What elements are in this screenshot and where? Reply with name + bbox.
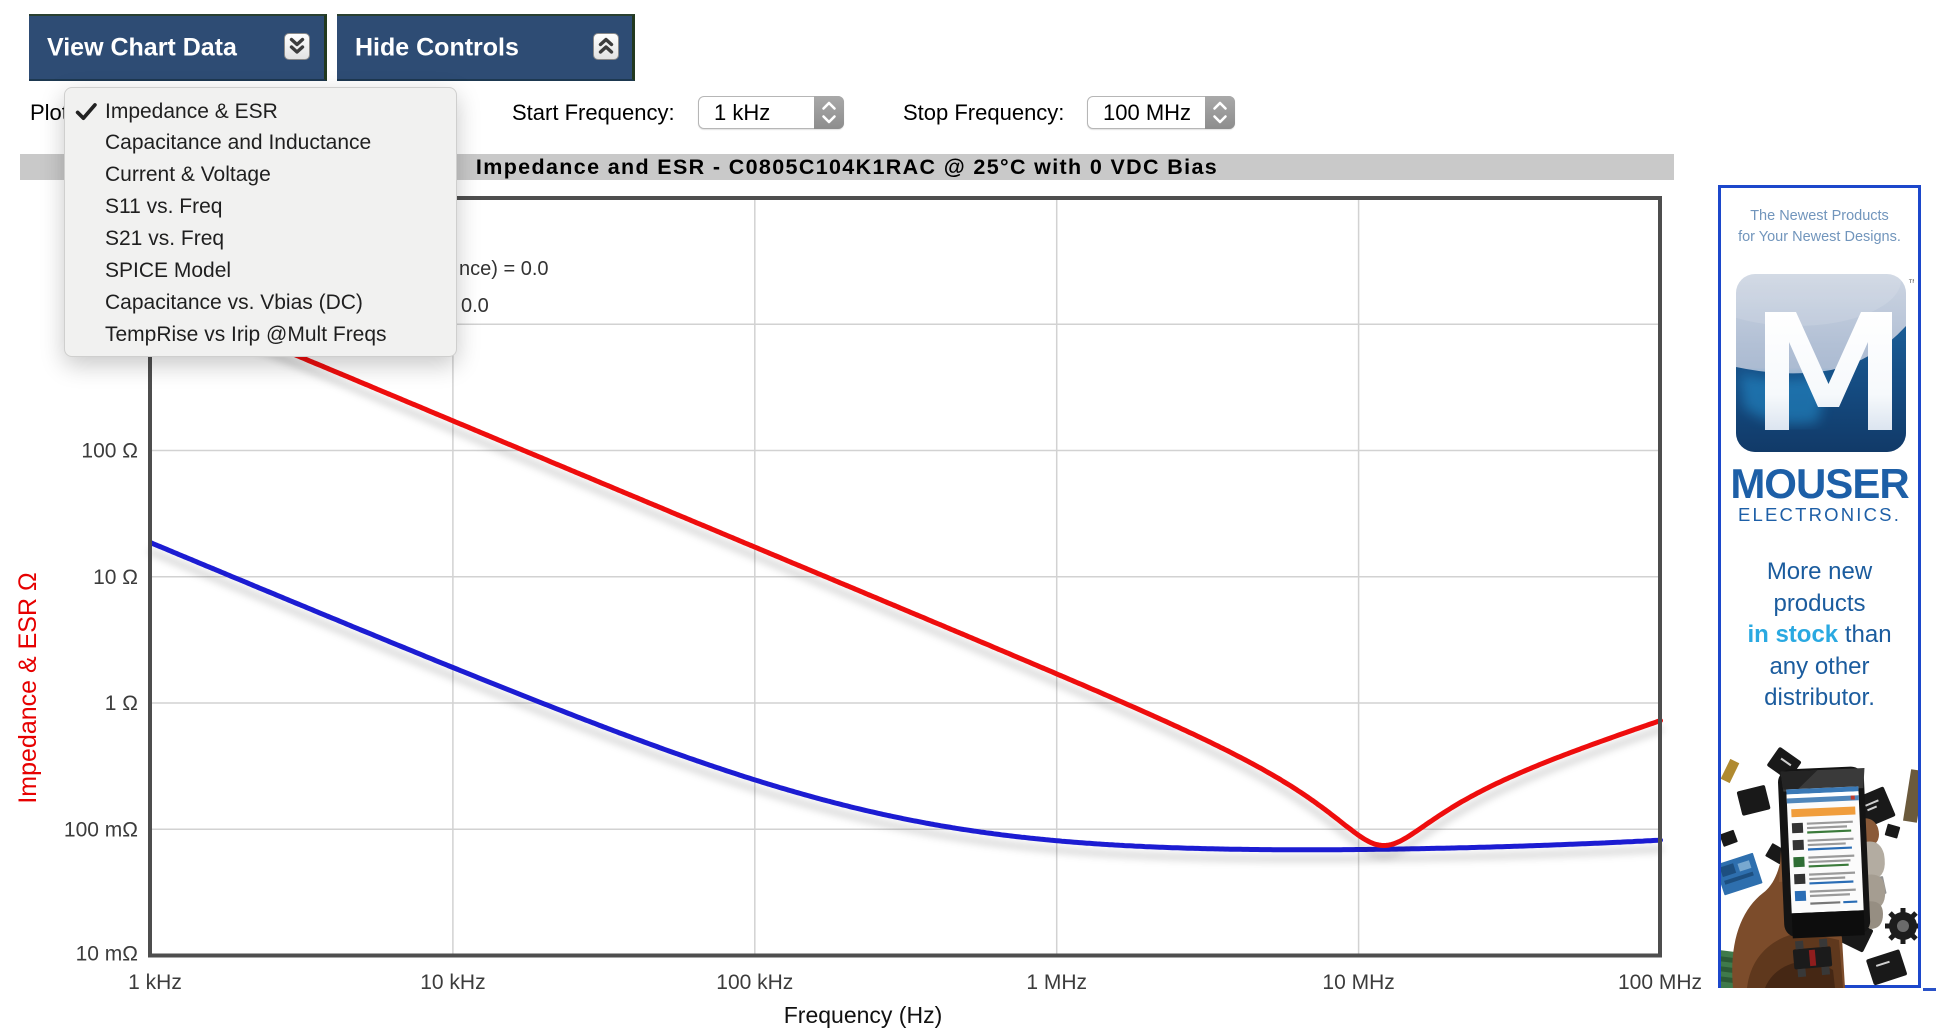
svg-text:10 kHz: 10 kHz: [420, 971, 485, 994]
svg-text:1 kHz: 1 kHz: [128, 971, 182, 994]
svg-text:100 Ω: 100 Ω: [81, 440, 138, 463]
svg-text:Frequency (Hz): Frequency (Hz): [784, 1002, 942, 1028]
svg-text:0.0: 0.0: [461, 295, 489, 317]
svg-text:1 MHz: 1 MHz: [1026, 971, 1087, 994]
svg-text:100 MHz: 100 MHz: [1618, 971, 1702, 994]
svg-text:nce) = 0.0: nce) = 0.0: [459, 258, 549, 280]
svg-text:10 Ω: 10 Ω: [93, 566, 138, 589]
svg-text:100 mΩ: 100 mΩ: [64, 818, 138, 841]
svg-text:100 kHz: 100 kHz: [716, 971, 793, 994]
svg-text:Impedance & ESR Ω: Impedance & ESR Ω: [14, 572, 42, 803]
svg-text:10 MHz: 10 MHz: [1322, 971, 1394, 994]
svg-text:1 Ω: 1 Ω: [105, 692, 138, 715]
svg-text:10 mΩ: 10 mΩ: [76, 943, 138, 966]
svg-text:™: ™: [1908, 278, 1914, 289]
